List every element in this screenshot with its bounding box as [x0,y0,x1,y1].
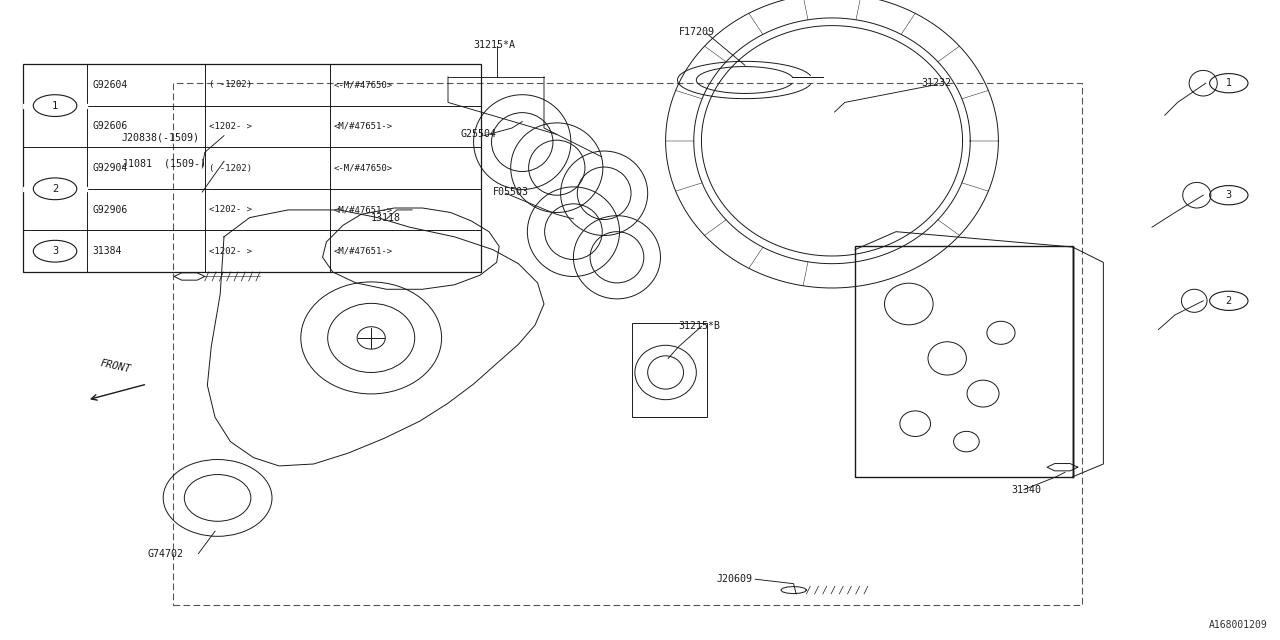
Bar [173,83,1082,605]
Bar [632,323,707,417]
Text: FRONT: FRONT [99,358,132,374]
Text: <M/#47651->: <M/#47651-> [334,246,393,256]
Text: <-M/#47650>: <-M/#47650> [334,163,393,173]
Text: A168001209: A168001209 [1208,620,1267,630]
Bar [23,187,87,191]
Text: 31340: 31340 [1011,484,1041,495]
Text: G92606: G92606 [92,122,128,131]
Text: J20838(-1509): J20838(-1509) [122,132,200,143]
Text: J1081  (1509-): J1081 (1509-) [122,158,206,168]
Text: 2: 2 [52,184,58,194]
Text: ( -1202): ( -1202) [209,163,252,173]
Text: 31215*A: 31215*A [474,40,516,50]
Text: <M/#47651->: <M/#47651-> [334,205,393,214]
Text: <1202- >: <1202- > [209,122,252,131]
Text: F05503: F05503 [493,187,529,197]
Text: G92906: G92906 [92,205,128,214]
Text: G92904: G92904 [92,163,128,173]
Bar [23,104,87,108]
Text: G74702: G74702 [147,548,183,559]
Text: <M/#47651->: <M/#47651-> [334,122,393,131]
Text: <-M/#47650>: <-M/#47650> [334,80,393,90]
Text: <1202- >: <1202- > [209,205,252,214]
Text: 1: 1 [1226,78,1231,88]
Text: F17209: F17209 [678,27,714,37]
Text: G25504: G25504 [461,129,497,140]
Text: <1202- >: <1202- > [209,246,252,256]
Text: 2: 2 [1226,296,1231,306]
Bar [855,246,1073,477]
Text: G92604: G92604 [92,80,128,90]
Text: 13118: 13118 [371,212,401,223]
Text: 1: 1 [52,100,58,111]
Text: 31215*B: 31215*B [678,321,721,332]
Text: 3: 3 [52,246,58,256]
Text: J20609: J20609 [717,574,753,584]
Text: 31232: 31232 [922,78,951,88]
Text: 31384: 31384 [92,246,122,256]
Bar [23,64,481,272]
Text: ( -1202): ( -1202) [209,80,252,90]
Text: 3: 3 [1226,190,1231,200]
